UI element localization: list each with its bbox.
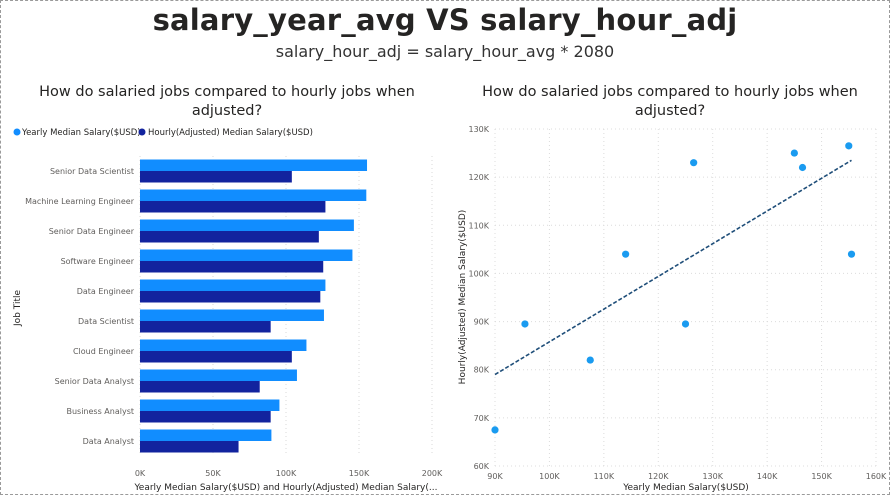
scatter-chart[interactable]: How do salaried jobs compared to hourly … — [458, 84, 887, 493]
scatter-x-tick-label: 110K — [594, 472, 615, 481]
bar-yearly-data-scientist[interactable] — [140, 309, 324, 322]
scatter-chart-y-ticks: 60K 70K 80K 90K 100K 110K 120K 130K — [468, 125, 489, 471]
bar-yearly-senior-data-analyst[interactable] — [140, 369, 297, 382]
report-title: salary_year_avg VS salary_hour_adj — [152, 3, 738, 37]
bar-x-tick-label: 150K — [349, 469, 370, 478]
bar-chart-bars[interactable] — [140, 159, 368, 453]
bar-yearly-senior-data-scientist[interactable] — [140, 159, 368, 172]
bar-chart-y-axis-label: Job Title — [13, 290, 23, 327]
scatter-y-tick-label: 90K — [474, 318, 490, 327]
legend-label-yearly[interactable]: Yearly Median Salary($USD) — [21, 128, 141, 138]
legend-marker-hourly — [138, 128, 146, 136]
bar-hourly-software-engineer[interactable] — [140, 261, 324, 273]
bar-yearly-data-engineer[interactable] — [140, 279, 326, 292]
scatter-y-tick-label: 120K — [468, 173, 489, 182]
category-label-data-scientist: Data Scientist — [78, 317, 134, 326]
scatter-x-tick-label: 90K — [487, 472, 503, 481]
scatter-point[interactable] — [845, 142, 853, 150]
bar-hourly-business-analyst[interactable] — [140, 411, 271, 423]
category-label-senior-data-engineer: Senior Data Engineer — [49, 227, 135, 236]
report-subtitle: salary_hour_adj = salary_hour_avg * 2080 — [275, 42, 615, 61]
category-label-data-analyst: Data Analyst — [83, 437, 134, 446]
scatter-point[interactable] — [798, 163, 807, 172]
bar-x-tick-label: 0K — [135, 469, 146, 478]
bar-chart-x-ticks: 0K 50K 100K 150K 200K — [135, 469, 443, 478]
bar-hourly-data-scientist[interactable] — [140, 321, 271, 333]
bar-chart-x-axis-label: Yearly Median Salary($USD) and Hourly(Ad… — [134, 483, 438, 493]
bar-hourly-machine-learning-engineer[interactable] — [140, 201, 326, 213]
scatter-point[interactable] — [586, 356, 594, 364]
bar-chart-category-labels: Senior Data Scientist Machine Learning En… — [25, 167, 135, 446]
bar-hourly-cloud-engineer[interactable] — [140, 351, 292, 363]
legend-marker-yearly — [13, 128, 21, 136]
bar-yearly-business-analyst[interactable] — [140, 399, 280, 412]
bar-chart-title-line-1: How do salaried jobs compared to hourly … — [39, 84, 415, 100]
bar-yearly-senior-data-engineer[interactable] — [140, 219, 354, 232]
bar-yearly-data-analyst[interactable] — [140, 429, 272, 442]
category-label-business-analyst: Business Analyst — [66, 407, 134, 416]
bar-hourly-data-engineer[interactable] — [140, 291, 321, 303]
bar-chart-legend[interactable]: Yearly Median Salary($USD) Hourly(Adjust… — [13, 128, 313, 138]
category-label-senior-data-analyst: Senior Data Analyst — [55, 377, 134, 386]
scatter-point[interactable] — [847, 250, 856, 258]
category-label-software-engineer: Software Engineer — [61, 257, 135, 266]
scatter-y-tick-label: 70K — [474, 414, 490, 423]
scatter-y-tick-label: 130K — [468, 125, 489, 134]
scatter-y-tick-label: 110K — [468, 221, 489, 230]
bar-x-tick-label: 200K — [422, 469, 443, 478]
scatter-x-tick-label: 100K — [539, 472, 560, 481]
scatter-x-tick-label: 150K — [811, 472, 832, 481]
legend-label-hourly[interactable]: Hourly(Adjusted) Median Salary($USD) — [148, 128, 313, 138]
scatter-x-tick-label: 130K — [702, 472, 723, 481]
scatter-points[interactable] — [491, 142, 856, 434]
bar-hourly-senior-data-scientist[interactable] — [140, 171, 292, 183]
bar-yearly-machine-learning-engineer[interactable] — [140, 189, 367, 202]
scatter-chart-title-line-2: adjusted? — [635, 103, 705, 119]
category-label-cloud-engineer: Cloud Engineer — [73, 347, 135, 356]
scatter-y-tick-label: 80K — [474, 366, 490, 375]
scatter-y-tick-label: 60K — [474, 462, 490, 471]
scatter-x-tick-label: 120K — [648, 472, 669, 481]
scatter-point[interactable] — [521, 320, 529, 328]
category-label-data-engineer: Data Engineer — [77, 287, 135, 296]
scatter-point[interactable] — [622, 250, 630, 258]
bar-chart[interactable]: How do salaried jobs compared to hourly … — [13, 84, 443, 493]
bar-hourly-data-analyst[interactable] — [140, 441, 239, 453]
scatter-chart-x-axis-label: Yearly Median Salary($USD) — [622, 483, 749, 493]
scatter-chart-gridlines — [494, 128, 877, 467]
scatter-chart-x-ticks: 90K 100K 110K 120K 130K 140K 150K 160K — [487, 472, 887, 481]
category-label-machine-learning-engineer: Machine Learning Engineer — [25, 197, 135, 206]
scatter-y-tick-label: 100K — [468, 269, 489, 278]
category-label-senior-data-scientist: Senior Data Scientist — [50, 167, 134, 176]
scatter-chart-title-line-1: How do salaried jobs compared to hourly … — [482, 84, 858, 100]
scatter-point[interactable] — [681, 320, 690, 328]
scatter-chart-y-axis-label: Hourly(Adjusted) Median Salary($USD) — [458, 210, 468, 385]
scatter-x-tick-label: 140K — [757, 472, 778, 481]
bar-x-tick-label: 50K — [205, 469, 221, 478]
scatter-trendline — [494, 159, 852, 376]
bar-hourly-senior-data-analyst[interactable] — [140, 381, 260, 393]
bar-x-tick-label: 100K — [276, 469, 297, 478]
scatter-x-tick-label: 160K — [866, 472, 887, 481]
bar-chart-title-line-2: adjusted? — [192, 103, 262, 119]
bar-hourly-senior-data-engineer[interactable] — [140, 231, 319, 243]
scatter-point[interactable] — [690, 159, 698, 167]
bar-yearly-software-engineer[interactable] — [140, 249, 353, 262]
scatter-point[interactable] — [491, 426, 499, 434]
bar-yearly-cloud-engineer[interactable] — [140, 339, 307, 352]
scatter-point[interactable] — [790, 149, 798, 157]
